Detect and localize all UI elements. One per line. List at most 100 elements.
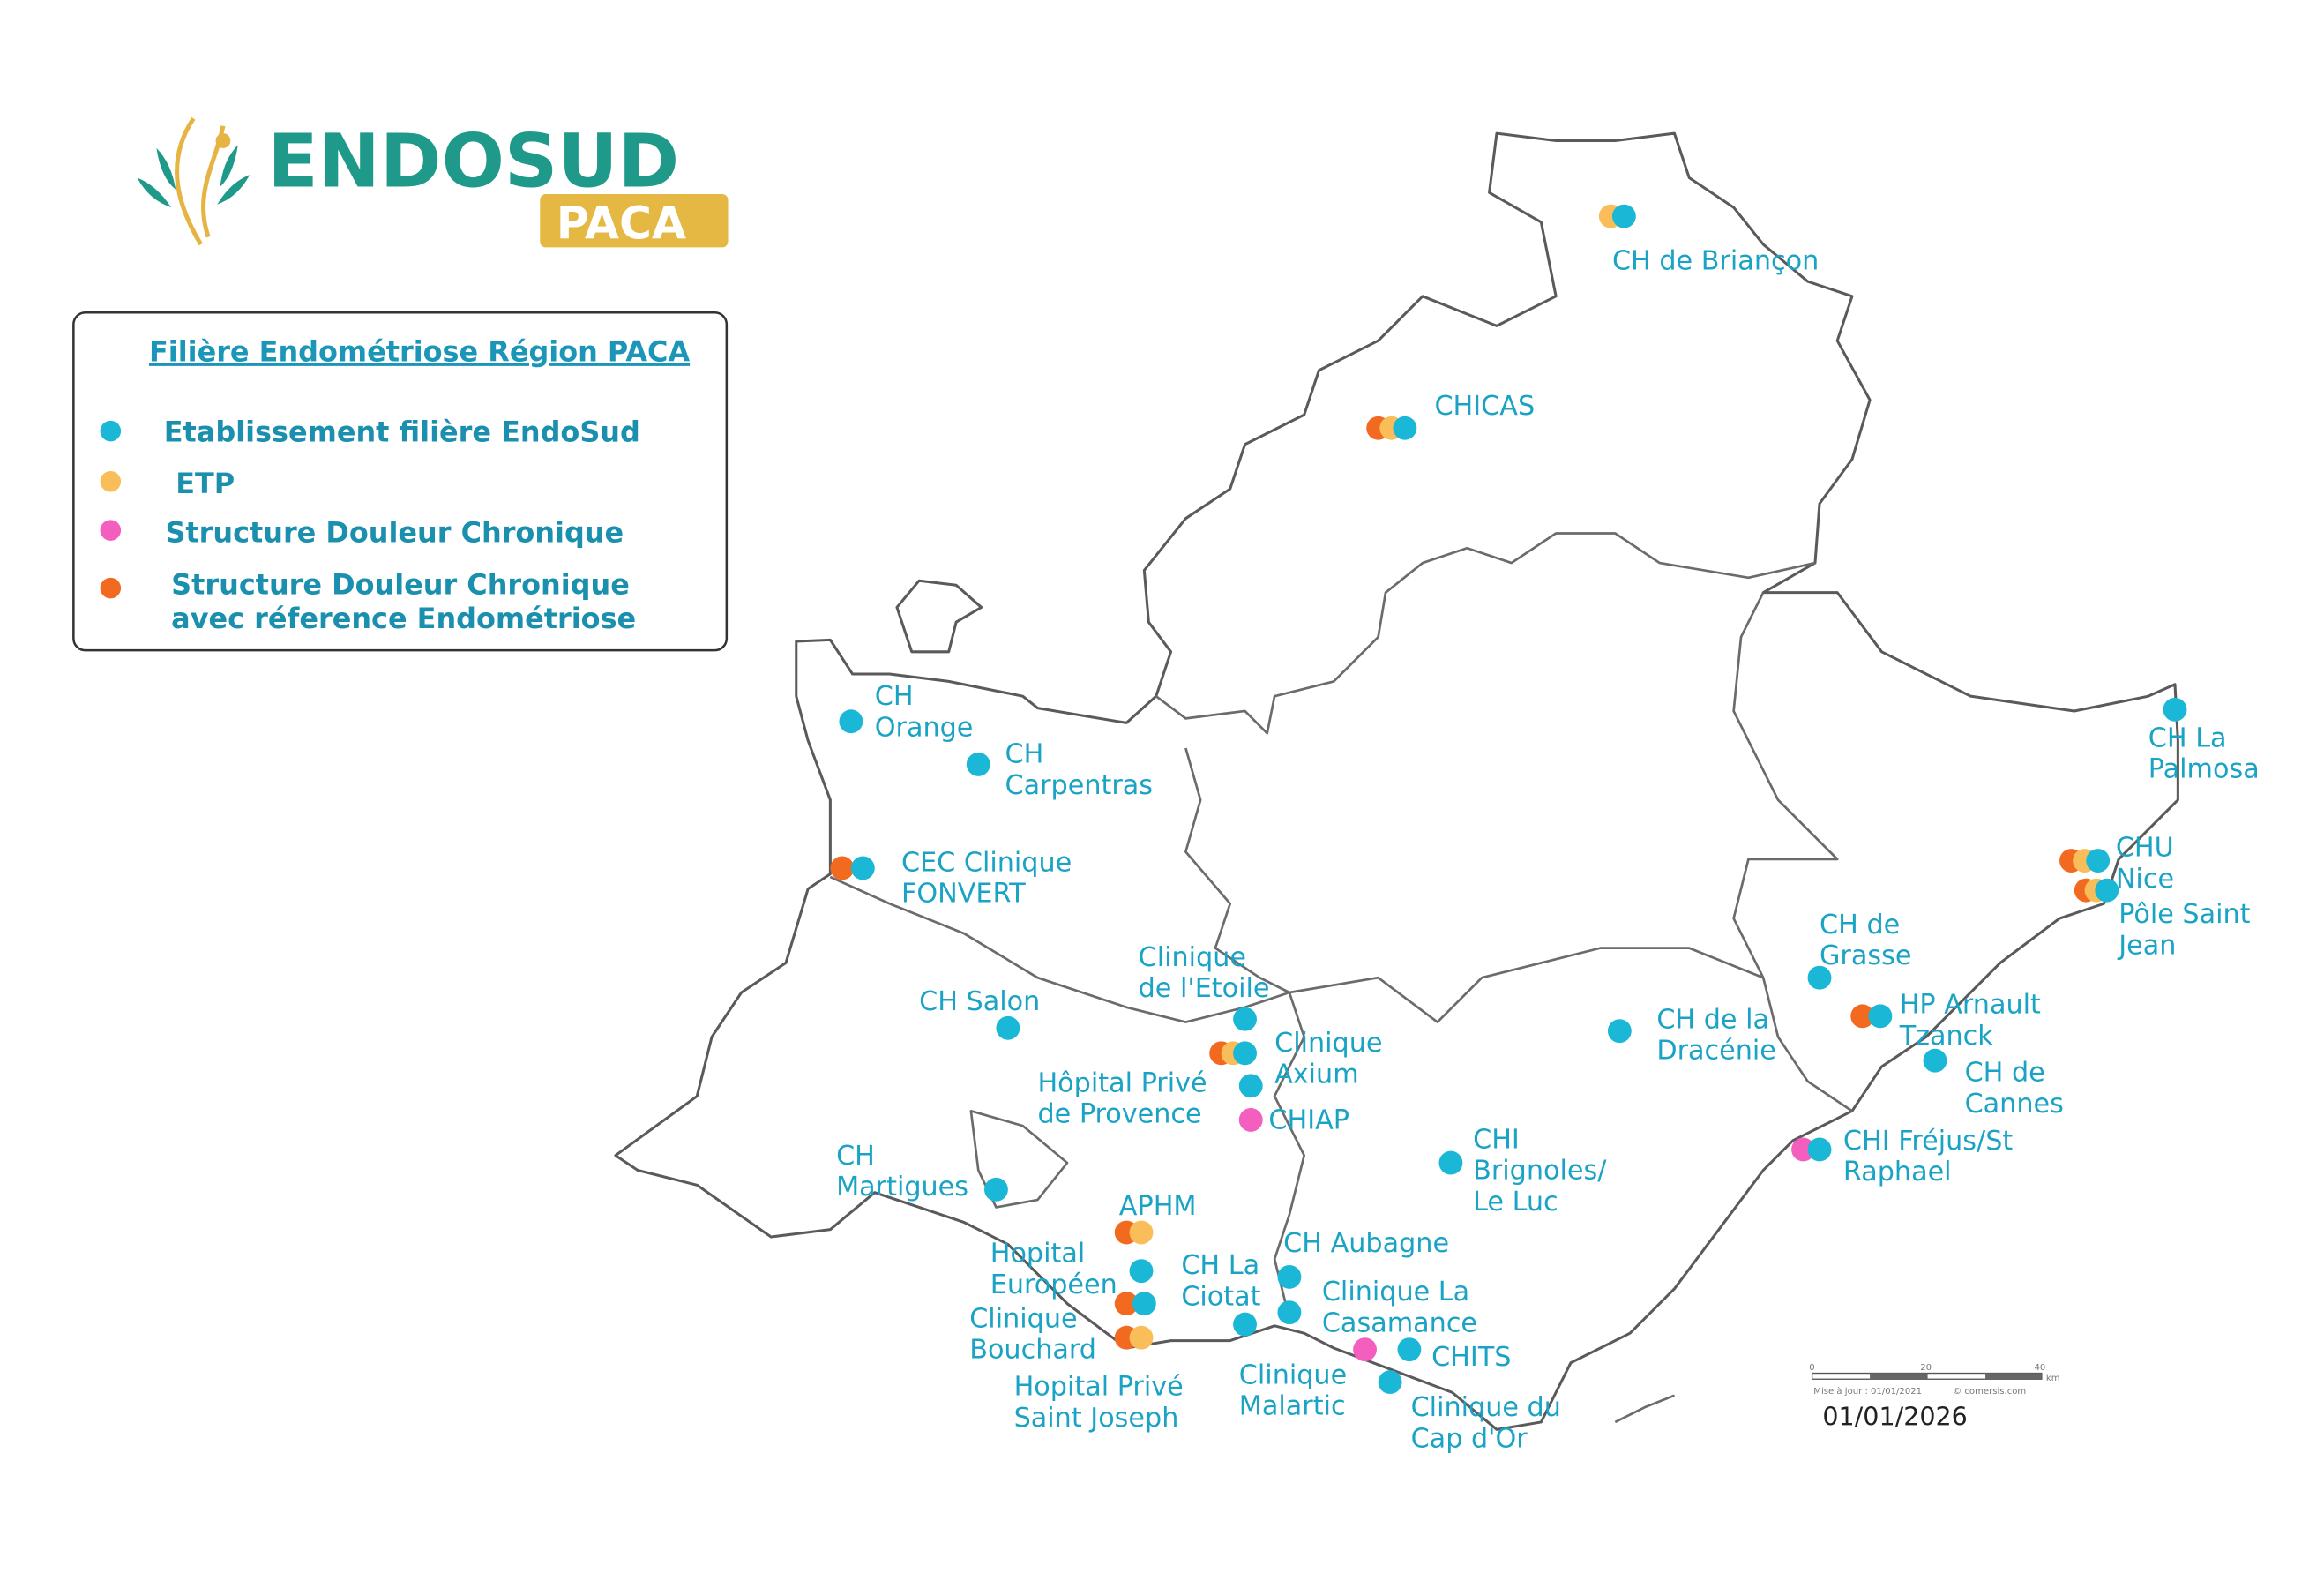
marker-filiere[interactable] (2086, 849, 2111, 873)
site-label: HP Arnault (1900, 990, 2041, 1021)
marker-douleur[interactable] (1791, 1137, 1815, 1162)
site-label: Clinique (969, 1303, 1077, 1334)
site-label: CH Aubagne (1283, 1228, 1449, 1259)
marker-filiere[interactable] (1868, 1004, 1893, 1029)
scale-unit: km (2046, 1374, 2060, 1383)
site-label: Jean (2117, 930, 2176, 961)
legend-label: Structure Douleur Chronique (165, 516, 624, 550)
marker-filiere[interactable] (1378, 1370, 1402, 1395)
marker-filiere[interactable] (1807, 1137, 1832, 1162)
site-briancon: CH de Briançon (1598, 204, 1819, 277)
site-label: Palmosa (2148, 754, 2260, 785)
site-label: CHICAS (1434, 391, 1535, 422)
scale-tick: 40 (2034, 1363, 2045, 1373)
marker-etp[interactable] (1129, 1325, 1154, 1350)
marker-filiere[interactable] (1132, 1292, 1156, 1316)
marker-filiere[interactable] (966, 752, 990, 776)
site-label: Clinique (1274, 1028, 1382, 1059)
site-label: Casamance (1322, 1308, 1477, 1339)
marker-filiere[interactable] (1438, 1150, 1463, 1175)
site-chiap: CHIAP (1238, 1105, 1349, 1135)
marker-filiere[interactable] (1807, 965, 1832, 990)
marker-filiere[interactable] (1277, 1300, 1302, 1325)
marker-douleur_endo[interactable] (1850, 1004, 1875, 1029)
marker-filiere[interactable] (1129, 1259, 1154, 1284)
legend-dot-etp (100, 470, 122, 492)
logo-text: ENDOSUD (267, 118, 679, 205)
marker-douleur_endo[interactable] (830, 856, 855, 880)
site-label: CH de (1965, 1058, 2045, 1089)
marker-filiere[interactable] (996, 1015, 1020, 1040)
site-label: Ciotat (1181, 1281, 1260, 1312)
marker-filiere[interactable] (1923, 1048, 1947, 1073)
site-label: CHIAP (1268, 1105, 1349, 1135)
site-label: Pôle Saint (2119, 899, 2250, 930)
marker-filiere[interactable] (1393, 416, 1417, 440)
site-label: Carpentras (1005, 770, 1154, 801)
site-label: CH (1005, 739, 1044, 770)
site-label-block: CH Aubagne (1283, 1228, 1449, 1259)
marker-filiere[interactable] (1607, 1019, 1632, 1044)
legend-dot-filiere (100, 420, 122, 442)
marker-filiere[interactable] (1397, 1337, 1422, 1362)
scale-tick: 0 (1809, 1363, 1814, 1373)
site-label: CH (875, 681, 914, 712)
marker-filiere[interactable] (839, 709, 863, 734)
site-label: CH Salon (919, 986, 1040, 1017)
site-label: Clinique du (1411, 1392, 1561, 1423)
site-aphm: APHM (1114, 1191, 1197, 1245)
scale-credit: © comersis.com (1953, 1387, 2026, 1397)
site-label: CH de la (1656, 1004, 1769, 1035)
marker-filiere[interactable] (1233, 1041, 1257, 1066)
legend-label: Etablissement filière EndoSud (164, 415, 640, 448)
site-label: Grasse (1820, 940, 1911, 971)
site-label: CH La (1181, 1250, 1259, 1281)
site-aubagne: CH Aubagne (1277, 1228, 1449, 1289)
marker-filiere[interactable] (1611, 204, 1636, 228)
marker-douleur[interactable] (1238, 1107, 1263, 1132)
site-label: Malartic (1239, 1391, 1346, 1422)
marker-douleur[interactable] (1353, 1337, 1377, 1362)
marker-filiere[interactable] (2095, 878, 2119, 903)
legend-label: avec réference Endométriose (171, 602, 636, 635)
marker-filiere[interactable] (2163, 697, 2187, 722)
marker-filiere[interactable] (1277, 1264, 1302, 1289)
marker-filiere[interactable] (1233, 1312, 1257, 1337)
site-label: Bouchard (969, 1335, 1096, 1366)
marker-filiere[interactable] (1233, 1007, 1257, 1031)
marker-filiere[interactable] (850, 856, 875, 880)
site-label: de Provence (1037, 1099, 1201, 1130)
marker-douleur_endo[interactable] (1114, 1292, 1139, 1316)
site-label: CEC Clinique (901, 847, 1072, 878)
site-label: CHITS (1431, 1342, 1511, 1373)
site-label-block: CHICAS (1434, 391, 1535, 422)
logo-badge (540, 193, 729, 248)
site-chicas: CHICAS (1366, 391, 1535, 440)
marker-filiere[interactable] (984, 1177, 1008, 1202)
marker-filiere[interactable] (1238, 1074, 1263, 1098)
marker-etp[interactable] (1129, 1220, 1154, 1245)
site-label: Européen (990, 1270, 1117, 1300)
site-label: Cap d'Or (1411, 1423, 1528, 1454)
